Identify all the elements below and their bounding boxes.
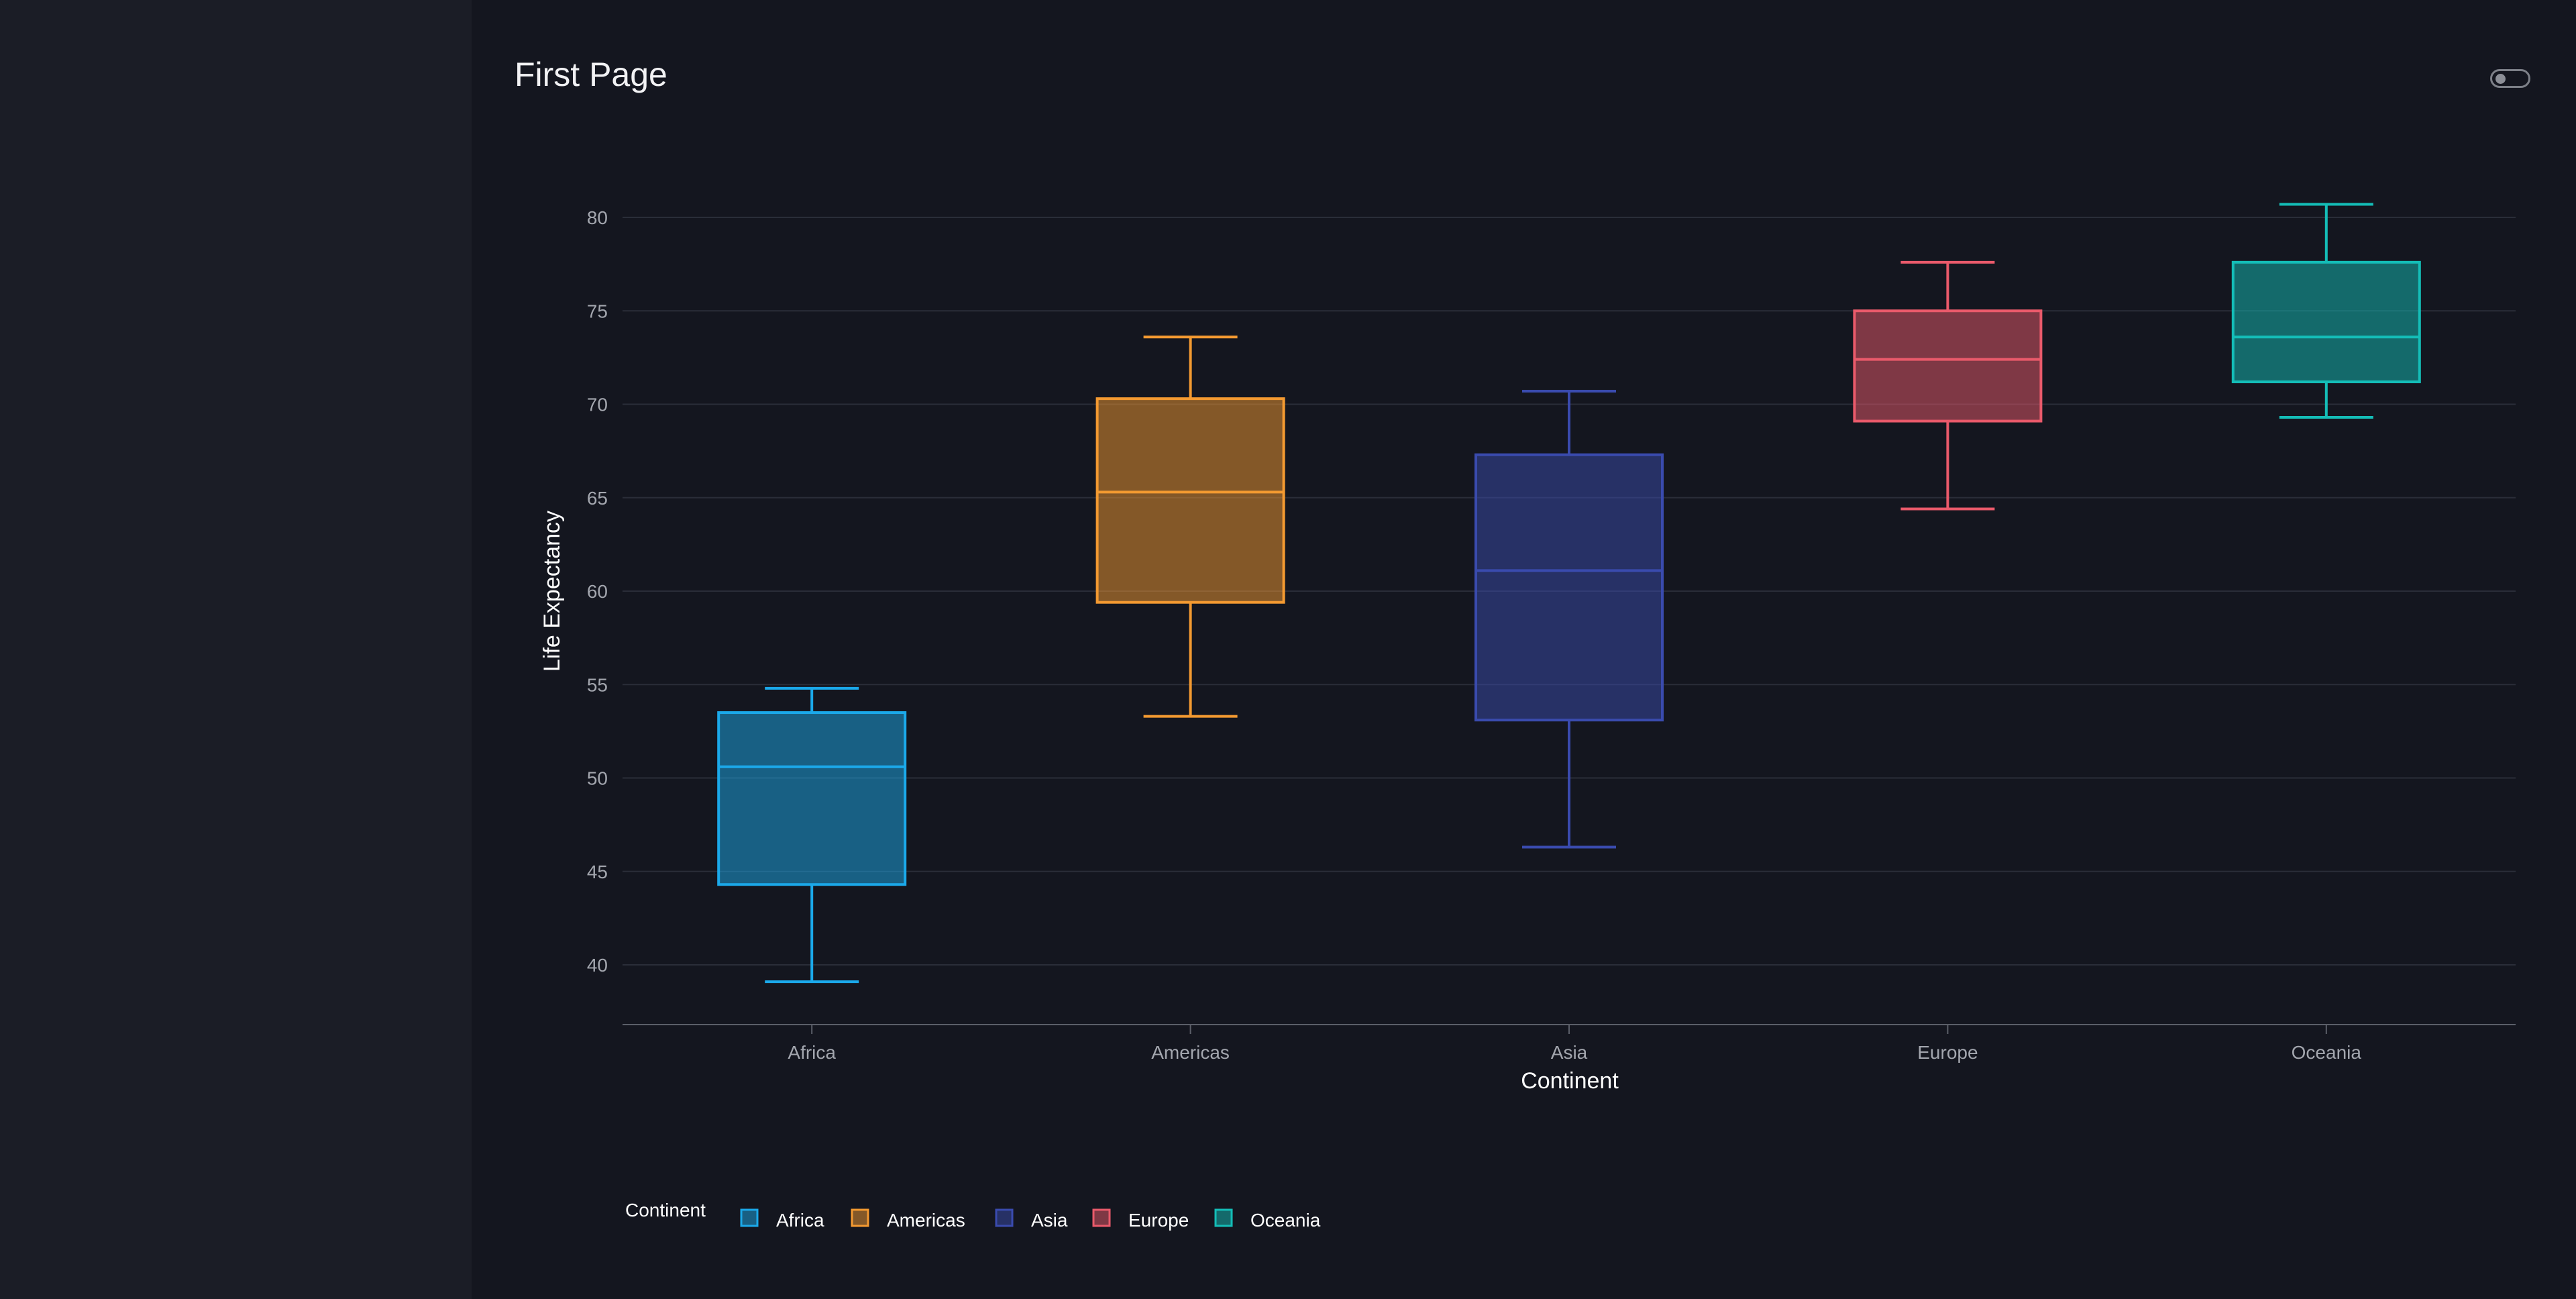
legend-title: Continent (625, 1200, 706, 1220)
y-tick-label: 70 (587, 395, 608, 415)
sidebar (0, 0, 472, 1299)
theme-toggle[interactable] (2490, 69, 2530, 88)
legend-item-africa: Africa (776, 1210, 824, 1231)
x-tick-label: Europe (1917, 1042, 1978, 1063)
x-axis-title: Continent (1521, 1068, 1619, 1094)
y-tick-label: 50 (587, 768, 608, 789)
legend-swatch-africa (740, 1208, 759, 1227)
x-tick-label: Americas (1151, 1042, 1230, 1063)
y-tick-label: 55 (587, 674, 608, 695)
x-tick-label: Africa (788, 1042, 836, 1063)
y-axis-title: Life Expectancy (539, 511, 565, 672)
legend-swatch-americas (851, 1208, 869, 1227)
x-tick-label: Asia (1551, 1042, 1588, 1063)
legend-item-americas: Americas (887, 1210, 965, 1231)
legend-swatch-europe (1092, 1208, 1111, 1227)
y-tick-label: 65 (587, 488, 608, 509)
box-asia (1474, 453, 1664, 722)
y-tick-label: 80 (587, 207, 608, 228)
y-tick-label: 75 (587, 301, 608, 321)
y-tick-label: 40 (587, 955, 608, 976)
y-tick-label: 45 (587, 862, 608, 882)
box-americas (1095, 397, 1285, 604)
legend-item-oceania: Oceania (1250, 1210, 1321, 1231)
box-oceania (2231, 260, 2421, 384)
legend-swatch-asia (995, 1208, 1014, 1227)
y-tick-label: 60 (587, 581, 608, 602)
box-africa (717, 711, 907, 886)
page-title: First Page (515, 56, 667, 93)
legend-item-asia: Asia (1031, 1210, 1068, 1231)
box-europe (1853, 309, 2043, 423)
legend-swatch-oceania (1214, 1208, 1233, 1227)
legend-item-europe: Europe (1128, 1210, 1189, 1231)
toggle-knob (2496, 74, 2506, 84)
x-tick-label: Oceania (2292, 1042, 2362, 1063)
